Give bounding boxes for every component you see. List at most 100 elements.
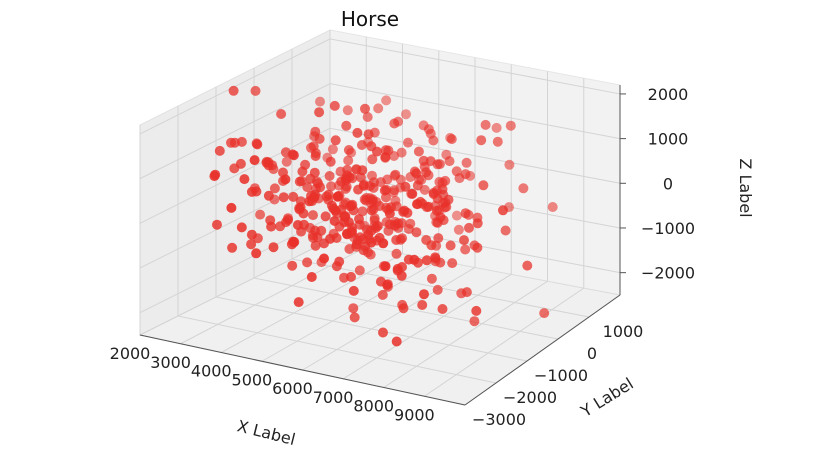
data-point (383, 225, 394, 236)
data-point (252, 139, 263, 150)
data-point (297, 166, 308, 177)
data-point (340, 183, 351, 194)
z-gridline (139, 38, 621, 135)
data-point (227, 242, 238, 253)
data-point (418, 155, 429, 166)
data-point (435, 257, 446, 268)
data-point (460, 244, 471, 255)
y-gridline (253, 68, 559, 340)
data-point (246, 239, 257, 250)
data-point (278, 192, 289, 203)
data-point (212, 219, 222, 230)
data-point (380, 261, 391, 272)
data-point (246, 229, 257, 240)
data-point (522, 260, 533, 271)
data-point (280, 174, 291, 185)
data-point (398, 303, 409, 314)
x-tick-label: 9000 (394, 405, 435, 424)
data-point (426, 273, 437, 284)
data-point (447, 258, 458, 269)
data-point (413, 146, 424, 157)
data-point (209, 171, 220, 182)
y-tick-label: −1000 (534, 366, 588, 385)
x-gridline (302, 57, 476, 371)
z-tick-label: 1000 (648, 130, 689, 149)
data-point (246, 186, 257, 197)
data-point (302, 257, 313, 268)
data-point (306, 272, 317, 282)
data-point (505, 120, 516, 131)
data-point (381, 95, 392, 106)
data-point (400, 181, 411, 192)
data-point (346, 271, 356, 282)
data-point (421, 167, 432, 178)
data-point (293, 297, 304, 308)
data-point (382, 174, 393, 185)
data-point (321, 191, 332, 202)
chart-title: Horse (341, 7, 399, 31)
data-point (460, 208, 471, 219)
data-point (356, 140, 367, 150)
axis-line (464, 294, 621, 406)
data-point (251, 248, 262, 259)
y-gridline (291, 49, 590, 318)
data-point (363, 129, 374, 140)
data-point (339, 217, 350, 228)
data-point (354, 265, 365, 276)
data-point (460, 169, 471, 180)
data-point (435, 212, 446, 223)
z-tick-label: −1000 (641, 219, 695, 238)
x-tick-label: 4000 (191, 362, 232, 381)
data-point (276, 109, 287, 119)
data-point (309, 167, 320, 178)
data-point (440, 175, 451, 186)
data-point (228, 85, 239, 96)
y-tick-label: −3000 (472, 410, 526, 429)
data-point (461, 287, 472, 298)
data-point (476, 135, 487, 146)
data-point (396, 270, 407, 281)
data-point (363, 229, 374, 240)
data-point (357, 165, 368, 176)
data-point (268, 242, 279, 253)
data-point (480, 119, 491, 130)
y-tick-label: 0 (587, 344, 597, 363)
data-point (312, 232, 323, 243)
data-point (342, 228, 352, 239)
data-point (341, 120, 352, 131)
data-point (358, 180, 369, 191)
data-point (362, 112, 373, 122)
data-point (266, 221, 277, 232)
data-point (369, 213, 380, 224)
data-point (341, 175, 352, 186)
data-point (329, 216, 340, 226)
data-point (432, 284, 443, 295)
data-point (283, 215, 293, 225)
data-point (320, 211, 331, 222)
z-gridline (139, 127, 621, 224)
data-point (396, 218, 407, 229)
data-point (348, 303, 359, 314)
data-point (349, 312, 360, 323)
data-point (314, 133, 325, 144)
data-point (367, 154, 378, 165)
data-point (391, 248, 402, 259)
tick-labels: 2000 3000 4000 5000 6000 7000 8000 9000 −3000−20… (110, 85, 695, 429)
data-point (419, 289, 429, 300)
data-point (308, 141, 319, 152)
z-gridline (139, 83, 621, 180)
data-point (547, 202, 558, 212)
data-point (432, 193, 443, 204)
data-point (407, 188, 418, 199)
data-point (342, 105, 353, 116)
data-point (352, 127, 363, 138)
z-tick-label: 0 (663, 174, 673, 193)
data-point (310, 151, 321, 161)
data-point (391, 336, 402, 347)
data-point (250, 85, 261, 96)
data-point (304, 196, 315, 207)
data-point (411, 227, 422, 238)
data-point (380, 145, 391, 156)
data-point (360, 103, 370, 114)
